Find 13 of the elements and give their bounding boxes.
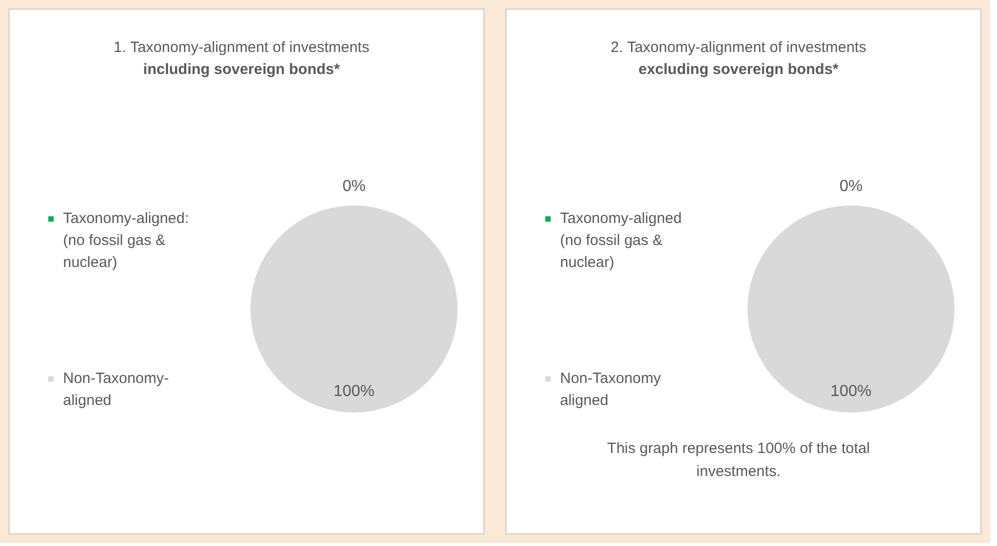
legend-label: Non-Taxonomy aligned (560, 370, 662, 409)
legend-label: Non-Taxonomy-aligned (63, 370, 169, 409)
chart-subtitle: excluding sovereign bonds* (638, 61, 839, 78)
text: This graph represents 100% of the total investments. (607, 440, 870, 480)
chart-subtitle: including sovereign bonds* (143, 61, 340, 78)
text: 0% (342, 178, 366, 195)
data-label: 100% (830, 382, 872, 400)
legend-label: Taxonomy-aligned (no fossil gas & nuclear) (560, 210, 682, 271)
text: 0% (839, 178, 863, 195)
chart-title: 2. Taxonomy-alignment of investments (610, 39, 866, 56)
data-label: 100% (334, 382, 374, 400)
chart-title: 1. Taxonomy-alignment of investments (114, 39, 370, 56)
legend-label: Taxonomy-aligned: (no fossil gas & nuclear) (63, 210, 189, 271)
